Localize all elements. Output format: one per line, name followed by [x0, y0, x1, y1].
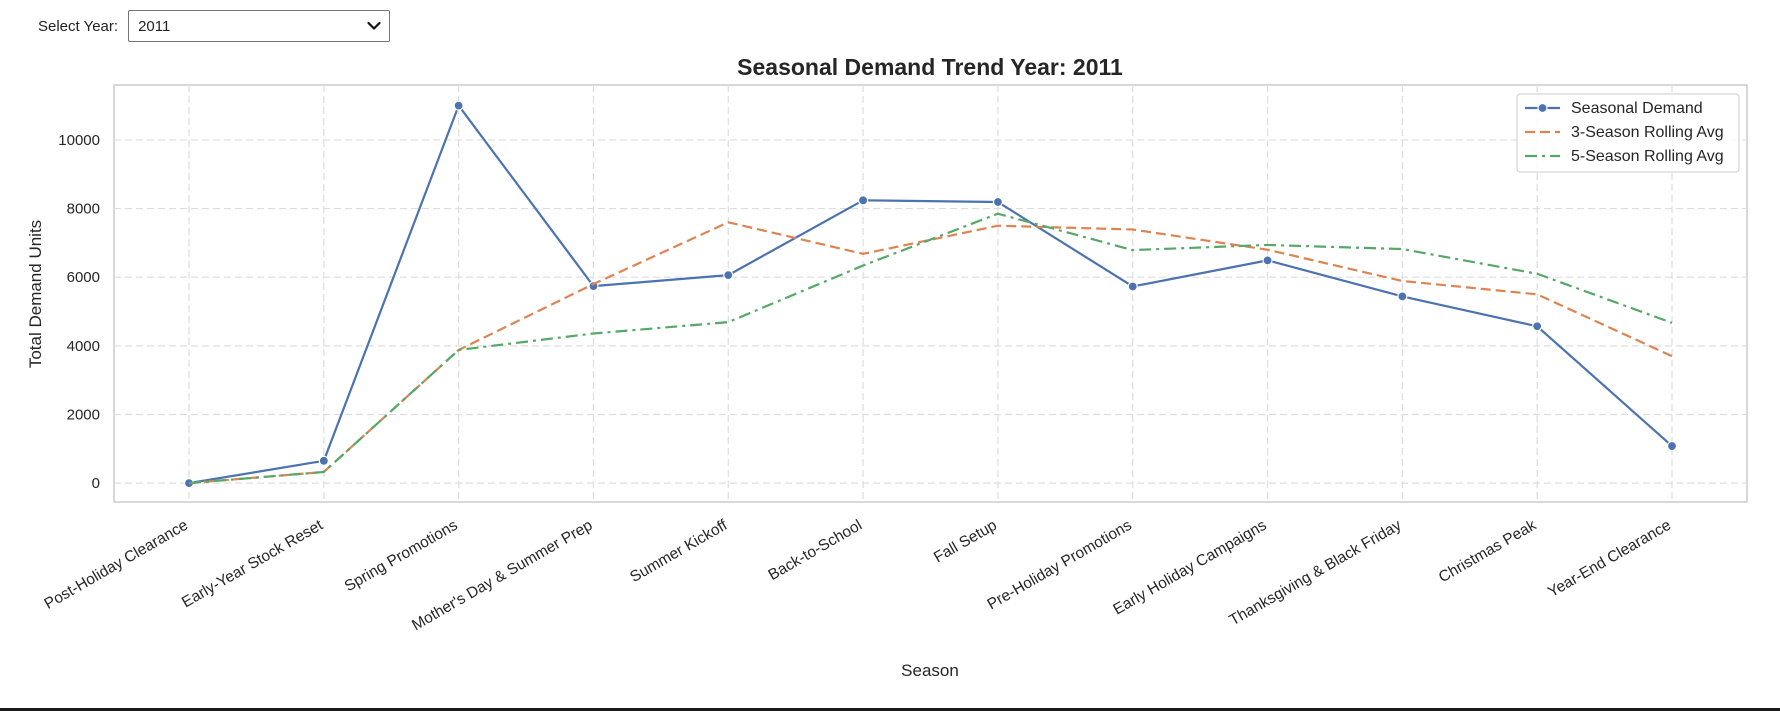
- legend-label: Seasonal Demand: [1571, 100, 1703, 117]
- x-axis-label: Season: [901, 661, 959, 680]
- x-tick-label: Christmas Peak: [1436, 517, 1539, 587]
- y-tick-label: 4000: [67, 338, 100, 355]
- x-tick-label: Pre-Holiday Promotions: [984, 517, 1134, 614]
- series-line-3: [188, 212, 1673, 485]
- y-tick-label: 2000: [67, 406, 100, 423]
- x-tick-label: Summer Kickoff: [627, 516, 731, 586]
- x-tick-label: Year-End Clearance: [1545, 517, 1674, 601]
- x-tick-label: Back-to-School: [766, 517, 866, 584]
- y-axis-label: Total Demand Units: [26, 220, 45, 368]
- legend-label: 3-Season Rolling Avg: [1571, 124, 1724, 141]
- data-point: [318, 455, 329, 466]
- y-axis-ticks: 0 2000 4000 6000 8000 10000: [58, 132, 100, 492]
- x-tick-label: Spring Promotions: [342, 517, 461, 596]
- y-tick-label: 8000: [67, 201, 100, 218]
- data-point: [1262, 255, 1273, 266]
- series-line-1: [188, 104, 1673, 485]
- year-dropdown-value: 2011: [138, 17, 171, 35]
- data-point: [1666, 440, 1678, 452]
- legend-marker: [1537, 102, 1548, 114]
- data-point: [857, 195, 869, 206]
- y-tick-label: 6000: [67, 269, 100, 286]
- y-tick-label: 10000: [58, 132, 100, 149]
- data-point: [992, 196, 1004, 208]
- data-point: [1127, 281, 1138, 292]
- year-dropdown[interactable]: 2011: [128, 10, 391, 42]
- data-point: [1532, 321, 1543, 332]
- legend-box: [1516, 93, 1740, 173]
- series-lines: [183, 100, 1678, 489]
- year-selector: Select Year: 2011: [38, 9, 391, 43]
- chart-title: Seasonal Demand Trend Year: 2011: [737, 54, 1123, 80]
- x-tick-label: Post-Holiday Clearance: [41, 517, 191, 613]
- y-tick-label: 0: [92, 475, 100, 492]
- data-point: [453, 100, 464, 111]
- year-label: Select Year:: [38, 17, 119, 35]
- data-point: [723, 270, 734, 281]
- x-tick-label: Fall Setup: [931, 517, 1000, 567]
- bottom-divider: [0, 708, 1780, 711]
- legend-label: 5-Season Rolling Avg: [1571, 148, 1724, 165]
- x-tick-label: Early-Year Stock Reset: [179, 516, 326, 611]
- chevron-down-icon: [367, 21, 381, 31]
- data-point: [1397, 291, 1408, 302]
- legend: Seasonal Demand 3-Season Rolling Avg 5-Sea…: [1516, 93, 1740, 173]
